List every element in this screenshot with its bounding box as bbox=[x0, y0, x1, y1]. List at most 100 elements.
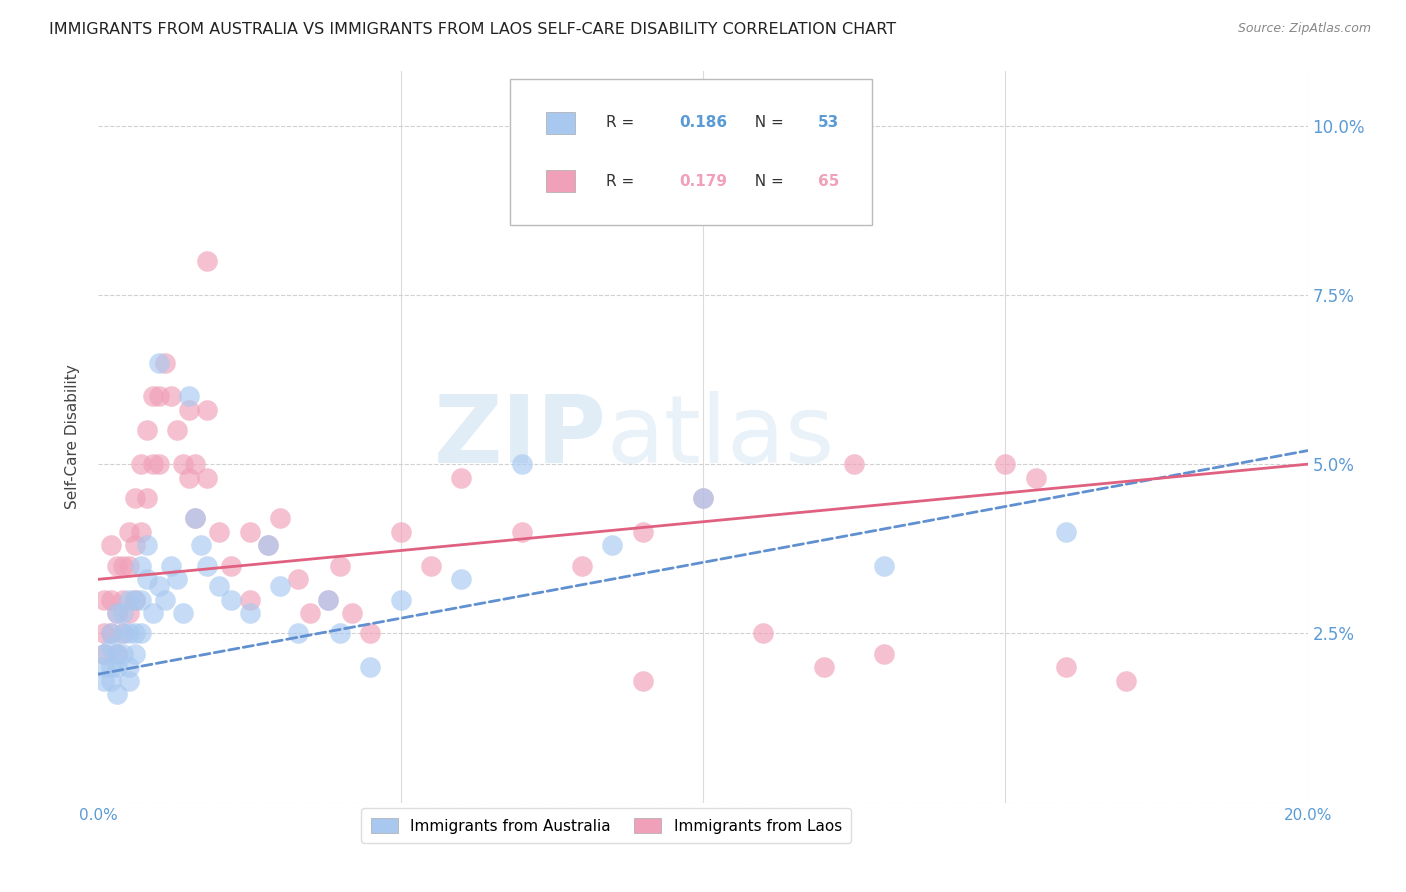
Text: R =: R = bbox=[606, 174, 640, 188]
Point bbox=[208, 524, 231, 539]
Text: Source: ZipAtlas.com: Source: ZipAtlas.com bbox=[1237, 22, 1371, 36]
Point bbox=[129, 524, 152, 539]
Text: atlas: atlas bbox=[606, 391, 835, 483]
Text: ZIP: ZIP bbox=[433, 391, 606, 483]
Point bbox=[93, 626, 115, 640]
Point bbox=[239, 524, 262, 539]
Point bbox=[195, 403, 218, 417]
Text: 0.179: 0.179 bbox=[679, 174, 727, 188]
Point bbox=[316, 592, 339, 607]
Point bbox=[153, 355, 176, 369]
Point bbox=[124, 592, 146, 607]
Point bbox=[873, 647, 896, 661]
Point bbox=[631, 673, 654, 688]
Point bbox=[153, 592, 176, 607]
Text: N =: N = bbox=[745, 174, 789, 188]
Point bbox=[844, 457, 866, 471]
Text: 65: 65 bbox=[818, 174, 839, 188]
Text: R =: R = bbox=[606, 115, 640, 130]
Point bbox=[179, 403, 201, 417]
Point bbox=[105, 660, 128, 674]
Point bbox=[166, 423, 188, 437]
Point bbox=[172, 606, 194, 620]
Point bbox=[124, 626, 146, 640]
Point bbox=[129, 592, 152, 607]
Point bbox=[571, 558, 593, 573]
Point bbox=[450, 471, 472, 485]
Point bbox=[329, 626, 352, 640]
Point bbox=[631, 524, 654, 539]
Point bbox=[389, 592, 412, 607]
Point bbox=[111, 558, 134, 573]
Point bbox=[118, 558, 141, 573]
Point bbox=[179, 389, 201, 403]
Point bbox=[510, 524, 533, 539]
Point bbox=[195, 471, 218, 485]
Point bbox=[342, 606, 364, 620]
Point bbox=[105, 688, 128, 702]
Point bbox=[100, 538, 122, 552]
Point bbox=[111, 626, 134, 640]
Point bbox=[256, 538, 278, 552]
Point bbox=[111, 647, 134, 661]
Point bbox=[1024, 471, 1046, 485]
Point bbox=[269, 511, 291, 525]
Point bbox=[190, 538, 212, 552]
Point bbox=[256, 538, 278, 552]
Point bbox=[148, 579, 170, 593]
Legend: Immigrants from Australia, Immigrants from Laos: Immigrants from Australia, Immigrants fr… bbox=[361, 808, 851, 843]
Point bbox=[360, 660, 382, 674]
Point bbox=[105, 606, 128, 620]
Point bbox=[316, 592, 339, 607]
Point bbox=[100, 592, 122, 607]
Point bbox=[208, 579, 231, 593]
Y-axis label: Self-Care Disability: Self-Care Disability bbox=[65, 365, 80, 509]
Point bbox=[100, 640, 122, 654]
Point bbox=[160, 389, 183, 403]
Point bbox=[118, 524, 141, 539]
Point bbox=[135, 538, 157, 552]
Point bbox=[100, 626, 122, 640]
Point bbox=[172, 457, 194, 471]
Point bbox=[1054, 660, 1077, 674]
Point bbox=[287, 626, 309, 640]
Point bbox=[420, 558, 443, 573]
Point bbox=[184, 511, 207, 525]
Point bbox=[129, 457, 152, 471]
Point bbox=[994, 457, 1017, 471]
Point bbox=[873, 558, 896, 573]
Point bbox=[160, 558, 183, 573]
Text: 0.186: 0.186 bbox=[679, 115, 727, 130]
Point bbox=[124, 538, 146, 552]
Point bbox=[148, 355, 170, 369]
Point bbox=[221, 592, 243, 607]
Point bbox=[93, 647, 115, 661]
Text: N =: N = bbox=[745, 115, 789, 130]
Point bbox=[135, 572, 157, 586]
Point bbox=[124, 592, 146, 607]
Point bbox=[118, 660, 141, 674]
Point bbox=[118, 592, 141, 607]
Point bbox=[1054, 524, 1077, 539]
Point bbox=[299, 606, 322, 620]
Point bbox=[124, 491, 146, 505]
Point bbox=[510, 457, 533, 471]
Point bbox=[111, 606, 134, 620]
Point bbox=[329, 558, 352, 573]
Point bbox=[1115, 673, 1137, 688]
Point bbox=[239, 592, 262, 607]
Point bbox=[360, 626, 382, 640]
Point bbox=[135, 423, 157, 437]
FancyBboxPatch shape bbox=[509, 78, 872, 225]
Point bbox=[287, 572, 309, 586]
Point bbox=[118, 606, 141, 620]
Point bbox=[105, 647, 128, 661]
Point bbox=[450, 572, 472, 586]
Point bbox=[692, 491, 714, 505]
Point bbox=[195, 254, 218, 268]
Point bbox=[93, 647, 115, 661]
Point bbox=[602, 538, 624, 552]
Point bbox=[148, 457, 170, 471]
Point bbox=[184, 457, 207, 471]
Point bbox=[105, 558, 128, 573]
